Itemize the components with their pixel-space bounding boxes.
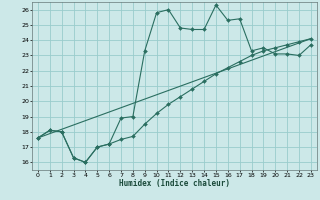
X-axis label: Humidex (Indice chaleur): Humidex (Indice chaleur) — [119, 179, 230, 188]
